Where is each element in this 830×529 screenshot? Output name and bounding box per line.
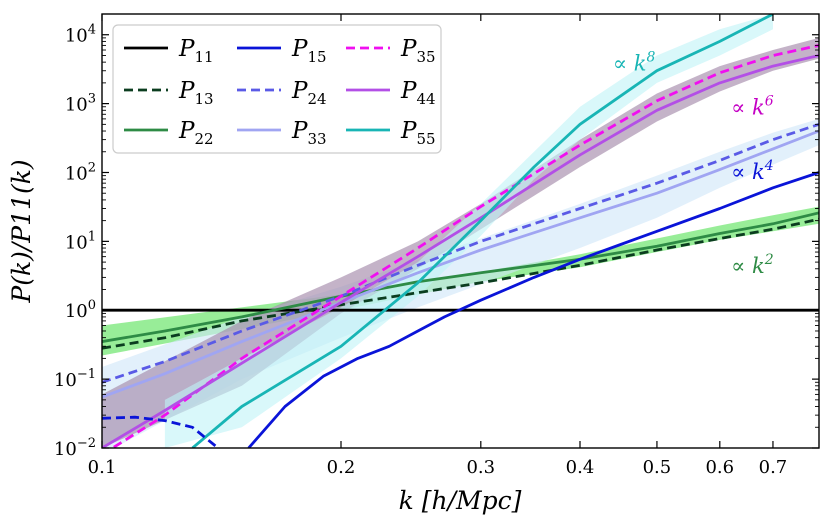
legend-label-p35: P35 — [400, 36, 436, 66]
series-line-p35 — [110, 44, 819, 448]
x-tick-label: 0.1 — [88, 457, 117, 478]
x-tick-label: 0.2 — [327, 457, 356, 478]
x-tick-label: 0.4 — [566, 457, 595, 478]
series-lines — [102, 14, 819, 448]
legend-label-p44: P44 — [400, 78, 436, 108]
series-line-p44 — [102, 54, 819, 448]
y-tick-label: 10−1 — [54, 367, 96, 391]
axis-ticks: 0.1 0.2 0.3 0.4 0.5 0.6 0.7 10−2 10−1 100 101 102 10… — [54, 13, 820, 478]
legend-label-p15: P15 — [291, 36, 327, 66]
series-line-p15 — [247, 171, 819, 448]
annotation-k6: ∝ k6 — [731, 93, 774, 119]
legend-label-p55: P55 — [400, 118, 436, 148]
legend-label-p22: P22 — [178, 118, 214, 148]
series-line-p22 — [102, 211, 819, 343]
series-line-p24 — [102, 122, 819, 384]
y-tick-label: 100 — [65, 298, 96, 322]
y-axis-label: P(k)/P11(k) — [7, 159, 36, 303]
power-law-annotations: ∝ k8 ∝ k6 ∝ k4 ∝ k2 — [613, 50, 774, 278]
k4-band — [102, 118, 819, 448]
x-axis-label: k [h/Mpc] — [399, 486, 522, 515]
y-tick-label: 10−2 — [54, 436, 96, 460]
legend-label-p13: P13 — [178, 78, 214, 108]
legend: P11 P13 P22 P15 P24 P33 P35 P44 P55 — [112, 24, 442, 154]
x-tick-label: 0.5 — [643, 457, 672, 478]
annotation-k2: ∝ k2 — [731, 252, 774, 278]
annotation-k4: ∝ k4 — [731, 158, 774, 184]
y-tick-label: 104 — [65, 23, 96, 47]
y-tick-label: 102 — [65, 160, 96, 184]
legend-label-p24: P24 — [291, 78, 327, 108]
legend-box — [112, 24, 442, 154]
plot-frame — [101, 13, 820, 449]
series-line-p13 — [102, 217, 819, 350]
series-line-p33 — [102, 129, 819, 399]
series-line-p55 — [191, 14, 774, 448]
series-line-p15-negative — [102, 415, 219, 448]
legend-label-p11: P11 — [178, 36, 214, 66]
annotation-k8: ∝ k8 — [613, 50, 656, 76]
y-tick-label: 101 — [65, 229, 96, 253]
x-tick-label: 0.3 — [466, 457, 495, 478]
legend-label-p33: P33 — [291, 118, 327, 148]
y-tick-label: 103 — [65, 92, 96, 116]
x-tick-label: 0.6 — [705, 457, 734, 478]
x-tick-label: 0.7 — [759, 457, 788, 478]
